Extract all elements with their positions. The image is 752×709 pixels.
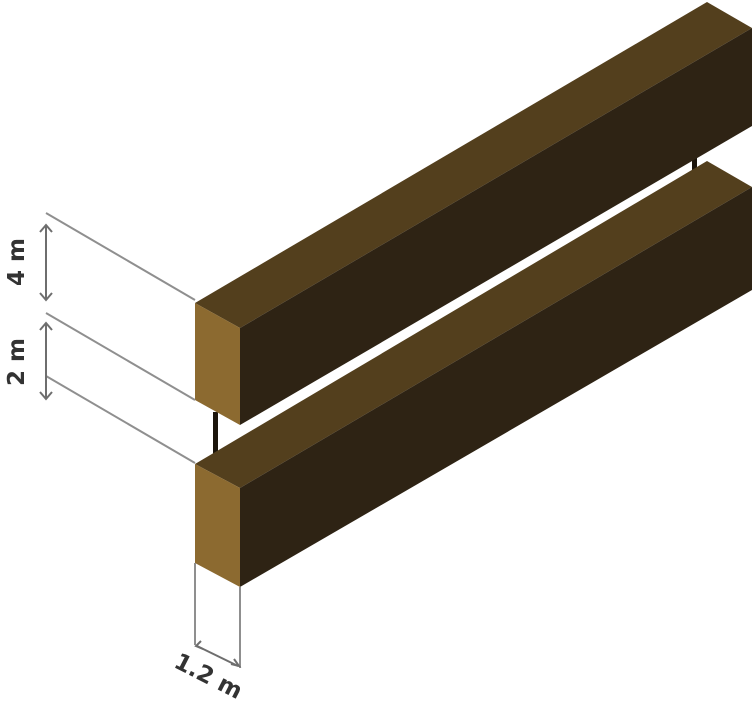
- label-upper-beam-height: 4 m: [4, 238, 30, 286]
- lower-beam-front-face: [195, 464, 240, 587]
- upper-beam-top-face: [195, 2, 752, 328]
- upper-beam-side-face: [240, 28, 752, 425]
- extension-line-lower-top: [45, 375, 196, 464]
- upper-beam-front-face: [195, 303, 240, 425]
- label-gap-height: 2 m: [4, 338, 30, 386]
- dimension-depth: [194, 563, 242, 668]
- support-post-front: [213, 412, 218, 462]
- lower-beam: [195, 161, 752, 587]
- dimension-arrow-2m: [39, 321, 53, 401]
- extension-line-upper-bottom: [45, 312, 196, 401]
- lower-beam-side-face: [240, 187, 752, 587]
- extension-line-top: [45, 212, 196, 301]
- support-post-back: [692, 150, 697, 180]
- label-beam-depth: 1.2 m: [170, 649, 247, 705]
- height-extension-lines: [45, 212, 196, 464]
- upper-beam: [195, 2, 752, 425]
- dimension-arrow-4m: [39, 223, 53, 302]
- lower-beam-top-face: [195, 161, 752, 488]
